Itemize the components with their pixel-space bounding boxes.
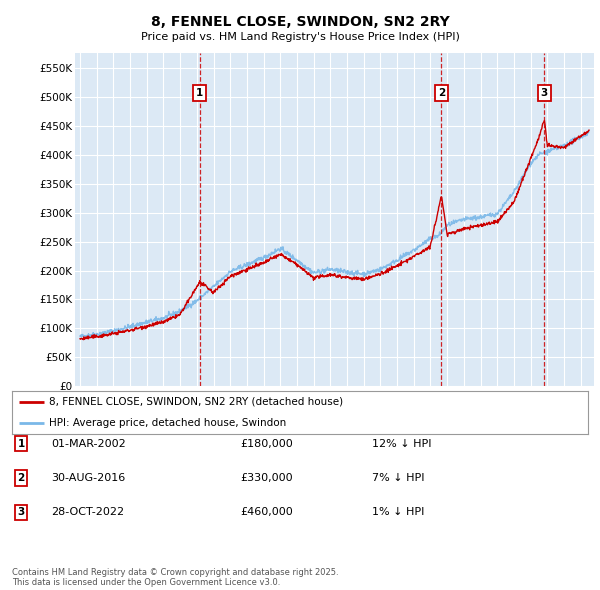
Text: £330,000: £330,000: [240, 473, 293, 483]
Text: £460,000: £460,000: [240, 507, 293, 517]
Text: 1% ↓ HPI: 1% ↓ HPI: [372, 507, 424, 517]
Text: £180,000: £180,000: [240, 439, 293, 448]
Text: 7% ↓ HPI: 7% ↓ HPI: [372, 473, 425, 483]
Text: 8, FENNEL CLOSE, SWINDON, SN2 2RY (detached house): 8, FENNEL CLOSE, SWINDON, SN2 2RY (detac…: [49, 397, 344, 407]
Text: 2: 2: [17, 473, 25, 483]
Text: 30-AUG-2016: 30-AUG-2016: [51, 473, 125, 483]
Text: 3: 3: [541, 88, 548, 98]
Text: 1: 1: [17, 439, 25, 448]
Text: 1: 1: [196, 88, 203, 98]
Text: 12% ↓ HPI: 12% ↓ HPI: [372, 439, 431, 448]
Text: 8, FENNEL CLOSE, SWINDON, SN2 2RY: 8, FENNEL CLOSE, SWINDON, SN2 2RY: [151, 15, 449, 29]
Text: Price paid vs. HM Land Registry's House Price Index (HPI): Price paid vs. HM Land Registry's House …: [140, 32, 460, 42]
Text: 3: 3: [17, 507, 25, 517]
Text: Contains HM Land Registry data © Crown copyright and database right 2025.
This d: Contains HM Land Registry data © Crown c…: [12, 568, 338, 587]
Text: 28-OCT-2022: 28-OCT-2022: [51, 507, 124, 517]
Text: 2: 2: [438, 88, 445, 98]
Text: 01-MAR-2002: 01-MAR-2002: [51, 439, 126, 448]
Text: HPI: Average price, detached house, Swindon: HPI: Average price, detached house, Swin…: [49, 418, 287, 428]
